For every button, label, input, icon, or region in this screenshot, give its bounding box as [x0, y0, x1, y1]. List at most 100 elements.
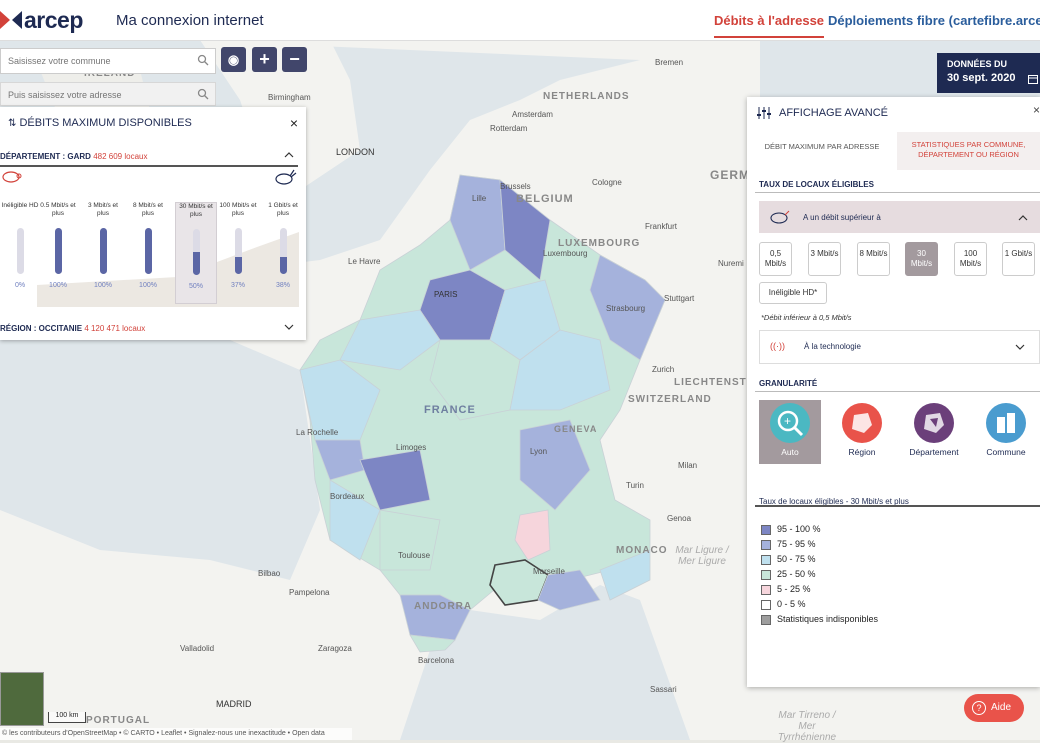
map-label-country: FRANCE [424, 404, 476, 416]
bar-label: Inéligible HD [1, 202, 39, 209]
advanced-panel-title: AFFICHAGE AVANCÉ [779, 107, 889, 119]
map-label-city: Nuremi [718, 259, 744, 268]
speed-8-button[interactable]: 8 Mbit/s [857, 242, 890, 276]
threshold-dropdown[interactable]: A un débit supérieur à [759, 201, 1040, 233]
bar-column[interactable]: 30 Mbit/s et plus 50% [175, 202, 217, 304]
map-label-country: ANDORRA [414, 601, 473, 612]
bar-percentage: 100% [139, 282, 157, 289]
granularity-auto[interactable]: + Auto [759, 400, 821, 464]
tab-debit-par-adresse[interactable]: DÉBIT MAXIMUM PAR ADRESSE [747, 132, 897, 170]
speed-0-5-button[interactable]: 0,5 Mbit/s [759, 242, 792, 276]
department-label: DÉPARTEMENT : GARD [0, 152, 91, 161]
map-label-country: LUXEMBOURG [558, 238, 641, 249]
chevron-down-icon[interactable] [284, 322, 294, 332]
bar-percentage: 100% [94, 282, 112, 289]
map-label-country: MONACO [616, 545, 668, 556]
map-label-country: SWITZERLAND [628, 394, 712, 405]
bar-column[interactable]: 1 Gbit/s et plus 38% [263, 202, 303, 302]
map-label-city: Limoges [396, 443, 427, 452]
speed-1g-button[interactable]: 1 Gbit/s [1002, 242, 1035, 276]
close-icon[interactable]: × [1032, 103, 1040, 117]
map-label-city: Lille [472, 194, 487, 203]
map-label-city: Zaragoza [318, 644, 352, 653]
map-label-city: Zurich [652, 365, 675, 374]
turtle-icon [770, 210, 790, 224]
bar-track [16, 228, 24, 274]
address-search[interactable] [0, 82, 216, 106]
zoom-in-button[interactable]: + [252, 47, 277, 72]
granularity-commune-label: Commune [986, 447, 1026, 457]
minimap[interactable] [0, 672, 44, 726]
search-icon[interactable] [197, 88, 209, 100]
legend-label: 0 - 5 % [777, 599, 806, 609]
buildings-icon [986, 403, 1026, 443]
legend-item: 75 - 95 % [761, 539, 816, 550]
bar-label: 0.5 Mbit/s et plus [40, 202, 76, 217]
map-label-city: Strasbourg [606, 304, 646, 313]
tab-statistiques[interactable]: STATISTIQUES PAR COMMUNE, DÉPARTEMENT OU… [897, 132, 1040, 170]
ineligible-note: *Débit inférieur à 0,5 Mbit/s [761, 313, 852, 322]
map-label-city: Bilbao [258, 569, 281, 578]
address-search-input[interactable] [6, 89, 190, 101]
speed-3-button[interactable]: 3 Mbit/s [808, 242, 841, 276]
map-label-country: BELGIUM [516, 193, 574, 205]
map-label-city: Birmingham [268, 93, 311, 102]
region-row[interactable]: RÉGION : OCCITANIE 4 120 471 locaux [0, 324, 298, 337]
map-label-city: Sassari [650, 685, 677, 694]
map-label-city: Le Havre [348, 257, 381, 266]
data-date-badge[interactable]: DONNÉES DU 30 sept. 2020 [937, 53, 1040, 93]
granularity-title: GRANULARITÉ [759, 379, 818, 388]
legend-swatch [761, 599, 771, 610]
search-icon[interactable] [197, 54, 209, 66]
map-label-country: GERM [710, 168, 750, 182]
close-icon[interactable]: × [289, 115, 298, 131]
bar-percentage: 100% [49, 282, 67, 289]
nav-debits-adresse[interactable]: Débits à l'adresse [714, 13, 825, 38]
speed-30-button[interactable]: 30 Mbit/s [905, 242, 938, 276]
bar-column[interactable]: 0.5 Mbit/s et plus 100% [38, 202, 78, 302]
commune-search-input[interactable] [6, 55, 190, 67]
ineligible-hd-button[interactable]: Inéligible HD* [759, 282, 827, 304]
map-label-country: PORTUGAL [86, 715, 151, 726]
map-label-city: Stuttgart [664, 294, 695, 303]
map-attribution[interactable]: © les contributeurs d'OpenStreetMap • © … [0, 728, 352, 740]
scale-bar: 100 km [48, 712, 86, 723]
map-label-city: Brussels [500, 182, 531, 191]
wifi-icon: ((·)) [770, 341, 785, 351]
map-label-city: Genoa [667, 514, 692, 523]
legend-swatch [761, 524, 771, 535]
granularity-departement[interactable]: Département [903, 400, 965, 464]
map-label-city: Rotterdam [490, 124, 528, 133]
commune-search[interactable] [0, 48, 216, 74]
help-button[interactable]: ? Aide [964, 694, 1024, 722]
speed-100-button[interactable]: 100 Mbit/s [954, 242, 987, 276]
department-row[interactable]: DÉPARTEMENT : GARD 482 609 locaux [0, 152, 298, 167]
technology-dropdown[interactable]: ((·)) À la technologie [759, 330, 1040, 364]
bar-percentage: 38% [275, 282, 290, 289]
region-count: 4 120 471 locaux [84, 324, 146, 333]
chevron-up-icon[interactable] [284, 150, 294, 160]
bar-column[interactable]: 8 Mbit/s et plus 100% [128, 202, 168, 302]
granularity-departement-label: Département [909, 447, 959, 457]
chart-background-area [37, 232, 299, 307]
bar-fill [234, 256, 242, 274]
legend-title: Taux de locaux éligibles - 30 Mbit/s et … [759, 497, 909, 506]
bar-column[interactable]: 100 Mbit/s et plus 37% [218, 202, 258, 302]
arcep-logo[interactable]: arcep [0, 6, 83, 34]
section-divider [755, 192, 1040, 193]
bar-column[interactable]: 3 Mbit/s et plus 100% [83, 202, 123, 302]
granularity-commune[interactable]: Commune [975, 400, 1037, 464]
nav-deploiements-fibre[interactable]: Déploiements fibre (cartefibre.arcep.f [828, 13, 1040, 28]
department-count: 482 609 locaux [93, 152, 148, 161]
zoom-out-button[interactable]: − [282, 47, 307, 72]
turtle-icon [2, 171, 22, 183]
bar-label: 100 Mbit/s et plus [219, 202, 257, 217]
app-title: Ma connexion internet [116, 12, 264, 29]
bar-column[interactable]: Inéligible HD 0% [0, 202, 40, 302]
granularity-region[interactable]: Région [831, 400, 893, 464]
legend-item: 95 - 100 % [761, 524, 821, 535]
legend-label: 5 - 25 % [777, 584, 811, 594]
locate-button[interactable]: ◉ [221, 47, 246, 72]
map-label-country: NETHERLANDS [543, 91, 630, 102]
map-label-sea: Mar Ligure / Mer Ligure [675, 545, 729, 567]
